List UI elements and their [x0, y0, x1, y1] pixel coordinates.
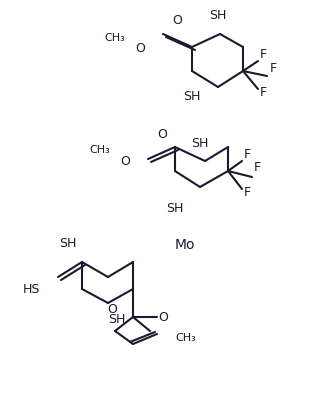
Text: SH: SH [108, 313, 125, 326]
Text: CH₃: CH₃ [89, 145, 110, 155]
Text: O: O [120, 155, 130, 168]
Text: SH: SH [209, 9, 227, 22]
Text: O: O [172, 13, 182, 27]
Text: SH: SH [166, 202, 184, 214]
Text: CH₃: CH₃ [104, 33, 125, 43]
Text: HS: HS [23, 283, 40, 296]
Text: SH: SH [191, 137, 209, 150]
Text: Mo: Mo [175, 237, 195, 252]
Text: F: F [270, 61, 277, 74]
Text: F: F [244, 148, 251, 161]
Text: F: F [254, 161, 261, 174]
Text: F: F [260, 48, 267, 61]
Text: SH: SH [59, 236, 77, 249]
Text: O: O [157, 128, 167, 141]
Text: O: O [107, 303, 117, 316]
Text: O: O [158, 311, 168, 324]
Text: F: F [260, 86, 267, 99]
Text: O: O [135, 41, 145, 54]
Text: CH₃: CH₃ [175, 332, 196, 342]
Text: F: F [244, 186, 251, 199]
Text: SH: SH [183, 90, 201, 103]
